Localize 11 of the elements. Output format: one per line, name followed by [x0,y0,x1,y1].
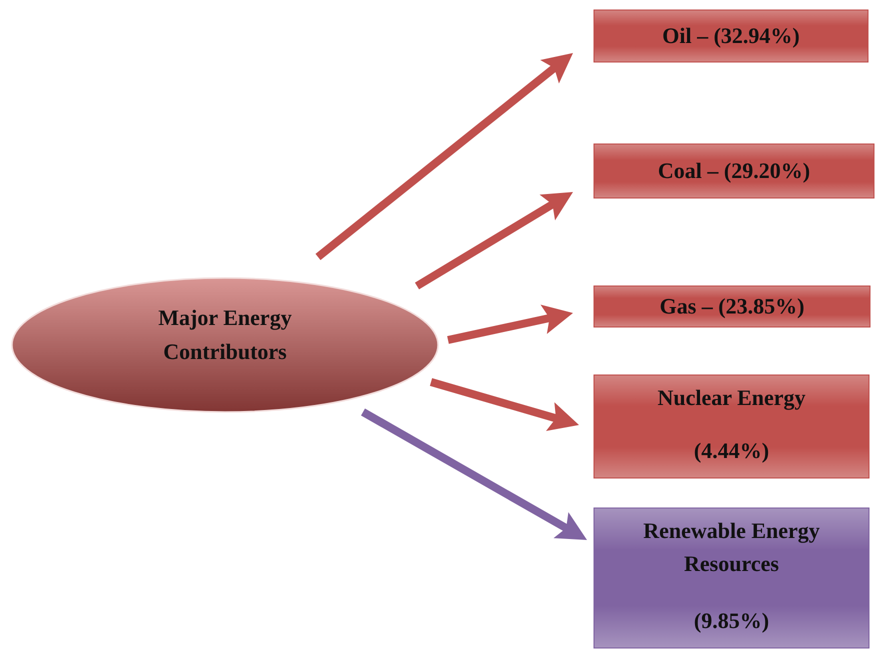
data-label: (9.85%) [694,608,770,633]
data-label: – (32.94%) [696,23,800,48]
data-label: – (23.85%) [700,294,804,318]
text: Major Energy Contributors [158,305,292,364]
category-label: Oil [662,23,692,48]
category-label: Gas [660,294,697,318]
data-label: – (29.20%) [706,158,810,183]
data-label: (4.44%) [694,438,770,463]
category-label: Coal [658,158,702,183]
category-label: Nuclear Energy [657,385,806,410]
category-label: Renewable Energy Resources [643,518,820,576]
